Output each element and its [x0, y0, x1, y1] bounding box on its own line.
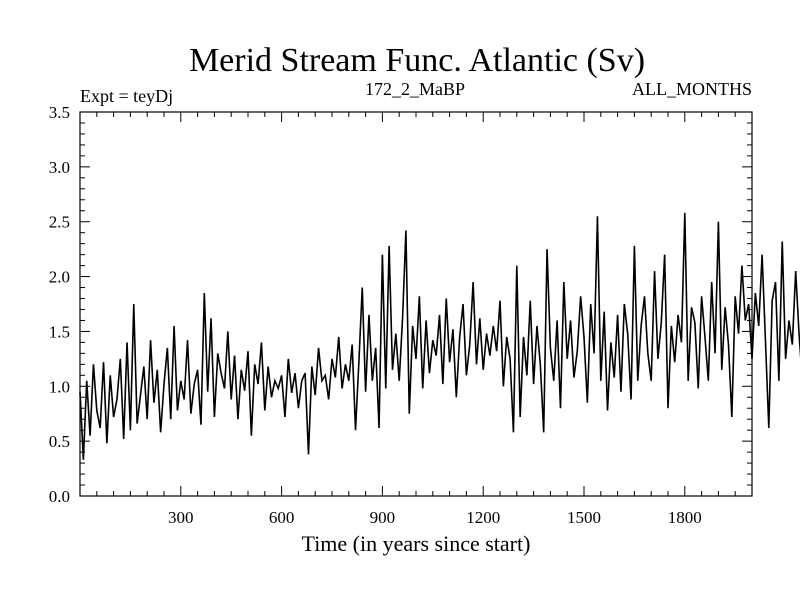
x-axis-label: Time (in years since start) — [302, 531, 531, 556]
x-tick-label: 1500 — [567, 508, 601, 527]
series-line — [79, 212, 800, 460]
y-tick-label: 2.5 — [49, 213, 70, 232]
y-tick-label: 1.5 — [49, 322, 70, 341]
y-tick-label: 3.5 — [49, 103, 70, 122]
chart-title: Merid Stream Func. Atlantic (Sv) — [189, 42, 645, 79]
x-tick-label: 600 — [269, 508, 295, 527]
months-label: ALL_MONTHS — [632, 79, 752, 99]
x-axis-ticks: 300 600 900 1200 1500 1800 — [96, 112, 736, 527]
x-tick-label: 300 — [168, 508, 194, 527]
experiment-label: Expt = teyDj — [80, 86, 173, 106]
x-tick-label: 900 — [370, 508, 396, 527]
period-label: 172_2_MaBP — [365, 79, 465, 99]
x-tick-label: 1800 — [668, 508, 702, 527]
y-axis-ticks: 0.0 0.5 1.0 1.5 2.0 2.5 3.0 3.5 — [49, 103, 752, 506]
y-tick-label: 2.0 — [49, 268, 70, 287]
x-tick-label: 1200 — [466, 508, 500, 527]
y-tick-label: 1.0 — [49, 377, 70, 396]
plot-frame — [79, 111, 753, 497]
y-tick-label: 3.0 — [49, 158, 70, 177]
y-tick-label: 0.5 — [49, 432, 70, 451]
y-tick-label: 0.0 — [49, 487, 70, 506]
